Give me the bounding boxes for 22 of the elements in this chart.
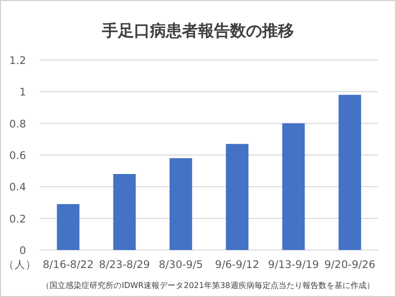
bar [113, 174, 136, 250]
bar [282, 123, 305, 250]
x-tick-label: 8/23-8/29 [99, 259, 150, 271]
y-tick-label: 0 [19, 245, 26, 257]
y-tick-label: 1 [19, 86, 26, 99]
y-tick-label: 0.2 [9, 213, 26, 226]
x-tick-label: 8/16-8/22 [42, 259, 94, 271]
y-axis-title: （人） [4, 259, 36, 271]
bar [56, 204, 80, 250]
x-tick-label: 9/20-9/26 [324, 259, 376, 271]
y-tick-label: 1.2 [9, 55, 26, 67]
text: （国立感染症研究所のIDWR速報データ2021年第38週疾病毎定点当たり報告数を基に作成） [42, 281, 374, 290]
x-tick-label: 9/13-9/19 [268, 259, 319, 271]
x-tick-label: 8/30-9/5 [158, 259, 203, 271]
y-tick-label: 0.4 [9, 182, 26, 194]
chart-title: 手足口病患者報告数の推移 [101, 21, 294, 40]
y-tick-label: 0.6 [9, 150, 26, 162]
bar [226, 144, 248, 250]
bar [338, 94, 362, 250]
y-tick-label: 0.8 [9, 118, 26, 130]
bar [170, 158, 192, 250]
x-tick-label: 9/6-9/12 [215, 259, 260, 271]
